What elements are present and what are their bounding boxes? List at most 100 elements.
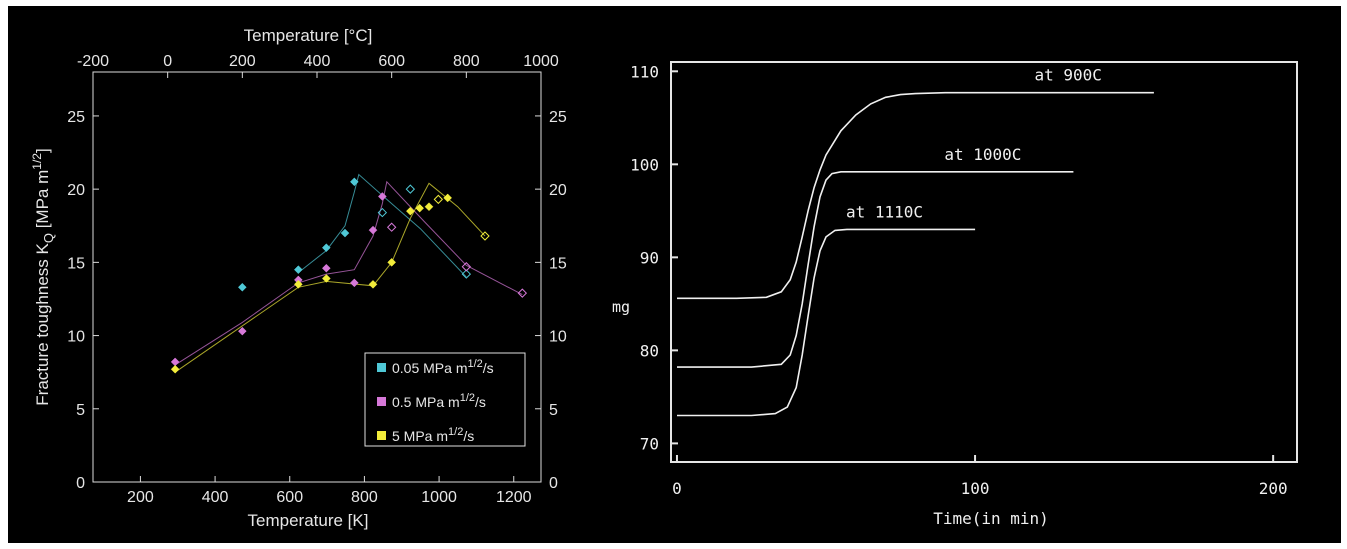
- point-0.5-MPa-m1-2-s-773K: [349, 278, 359, 288]
- curve-at-900C: [677, 91, 1154, 300]
- left-top-tick-label-0: 0: [163, 53, 172, 70]
- legend-swatch-0.5: [377, 397, 386, 406]
- left-bottom-tick-label-1000: 1000: [421, 489, 457, 506]
- point-0.05-MPa-m1-2-s-1073K: [461, 269, 472, 279]
- curve-at-1000C: [677, 171, 1074, 368]
- left-y-tick-label-10: 10: [67, 329, 85, 346]
- right-curves: at 900C at 1000C at 1110C: [677, 66, 1154, 417]
- left-top-tick-label-800: 800: [453, 53, 480, 70]
- point-0.5-MPa-m1-2-s-823K: [368, 225, 378, 235]
- left-y2-tick-label-20: 20: [549, 182, 567, 199]
- point-5-MPa-m1-2-s-698K: [321, 274, 331, 283]
- point-0.5-MPa-m1-2-s-873K: [386, 222, 397, 232]
- right-y-tick-label-70: 70: [640, 434, 659, 453]
- right-y-axis-label: mg: [612, 298, 630, 316]
- left-y2-tick-label-25: 25: [549, 109, 567, 126]
- curve-label-at-1110C: at 1110C: [846, 202, 923, 221]
- right-plot-frame: [670, 61, 1298, 463]
- left-top-tick-label-600: 600: [378, 53, 405, 70]
- left-bottom-tick-label-800: 800: [351, 489, 378, 506]
- left-y-tick-label-20: 20: [67, 182, 85, 199]
- point-0.05-MPa-m1-2-s-698K: [321, 243, 331, 253]
- ylabel-main: Fracture toughness K: [33, 242, 52, 405]
- point-0.05-MPa-m1-2-s-848K: [377, 207, 388, 218]
- figure-svg: 200 400 600 800 1000 1200-200 0 200 400 600 800 100…: [30, 26, 1298, 530]
- left-y-tick-label-15: 15: [67, 255, 85, 272]
- point-5-MPa-m1-2-s-293K: [170, 364, 180, 374]
- right-x-tick-label-0: 0: [672, 479, 682, 498]
- point-5-MPa-m1-2-s-823K: [368, 279, 378, 289]
- point-5-MPa-m1-2-s-923K: [405, 206, 415, 216]
- point-5-MPa-m1-2-s-1023K: [443, 193, 453, 203]
- left-top-tick-label-200: 200: [229, 53, 256, 70]
- legend-0.5-main: 0.5 MPa m: [392, 394, 460, 410]
- point-5-MPa-m1-2-s-948K: [415, 203, 425, 213]
- fit-line-0.5-MPa-m1-2-s: [174, 180, 523, 366]
- right-y-tick-label-90: 90: [640, 248, 659, 267]
- legend-5-main: 5 MPa m: [392, 428, 448, 444]
- left-y2-tick-label-15: 15: [549, 255, 567, 272]
- left-y-tick-label-25: 25: [67, 109, 85, 126]
- point-0.05-MPa-m1-2-s-773K: [349, 177, 359, 187]
- curve-label-at-1000C: at 1000C: [944, 145, 1021, 164]
- legend-0.5-tail: /s: [475, 394, 486, 410]
- ylabel-subscript: Q: [41, 233, 56, 243]
- left-y-tick-label-0: 0: [76, 475, 85, 492]
- left-y2-tick-label-5: 5: [549, 402, 558, 419]
- legend-0.05-main: 0.05 MPa m: [392, 360, 467, 376]
- left-data-points: [170, 177, 528, 374]
- left-top-tick-label-200: -200: [77, 53, 109, 70]
- ylabel-unit-open: [MPa m: [33, 170, 52, 233]
- left-top-tick-label-1000: 1000: [523, 53, 559, 70]
- point-0.5-MPa-m1-2-s-698K: [321, 263, 331, 273]
- legend-0.5-sup: 1/2: [460, 392, 475, 404]
- right-y-tick-label-110: 110: [630, 62, 659, 81]
- right-x-axis-label: Time(in min): [933, 509, 1049, 528]
- left-axes: 200 400 600 800 1000 1200-200 0 200 400 600 800 100…: [67, 53, 567, 506]
- fit-line-5-MPa-m1-2-s: [174, 182, 486, 373]
- legend-swatch-0.05: [377, 363, 386, 372]
- point-0.05-MPa-m1-2-s-923K: [405, 184, 416, 194]
- point-5-MPa-m1-2-s-998K: [433, 194, 444, 205]
- legend-0.05-tail: /s: [483, 360, 494, 376]
- point-5-MPa-m1-2-s-623K: [293, 279, 303, 289]
- left-bottom-tick-label-200: 200: [127, 489, 154, 506]
- point-0.5-MPa-m1-2-s-848K: [377, 192, 387, 201]
- point-5-MPa-m1-2-s-973K: [424, 202, 434, 212]
- point-0.05-MPa-m1-2-s-473K: [237, 282, 247, 292]
- left-legend: 0.05 MPa m1/2/s 0.5 MPa m1/2/s 5 MPa m1/…: [364, 352, 526, 447]
- fit-line-0.05-MPa-m1-2-s: [297, 173, 467, 278]
- right-x-tick-label-200: 200: [1259, 479, 1288, 498]
- point-0.5-MPa-m1-2-s-293K: [170, 357, 180, 367]
- point-5-MPa-m1-2-s-873K: [387, 258, 397, 267]
- left-top-axis-label: Temperature [°C]: [244, 26, 373, 45]
- legend-label-0.05: 0.05 MPa m1/2/s: [392, 358, 494, 376]
- left-bottom-tick-label-600: 600: [276, 489, 303, 506]
- left-y-tick-label-5: 5: [76, 402, 85, 419]
- point-0.05-MPa-m1-2-s-748K: [340, 228, 350, 238]
- ylabel-superscript: 1/2: [30, 153, 44, 170]
- point-5-MPa-m1-2-s-1123K: [480, 231, 490, 241]
- point-0.05-MPa-m1-2-s-623K: [293, 265, 303, 275]
- fracture-toughness-chart: 200 400 600 800 1000 1200-200 0 200 400 600 800 100…: [30, 26, 567, 530]
- legend-0.05-sup: 1/2: [467, 358, 482, 370]
- legend-box: [364, 352, 526, 447]
- legend-5-sup: 1/2: [448, 426, 463, 438]
- point-0.5-MPa-m1-2-s-473K: [237, 326, 247, 336]
- figure-panel: 200 400 600 800 1000 1200 -200 0 200 400 600 800 100…: [8, 6, 1341, 543]
- left-y2-tick-label-0: 0: [549, 475, 558, 492]
- curve-label-at-900C: at 900C: [1034, 66, 1101, 85]
- left-bottom-tick-label-1200: 1200: [496, 489, 532, 506]
- legend-swatch-5: [377, 431, 386, 440]
- point-0.5-MPa-m1-2-s-1073K: [461, 262, 472, 272]
- right-y-tick-label-100: 100: [630, 155, 659, 174]
- legend-label-5: 5 MPa m1/2/s: [392, 426, 474, 444]
- mass-gain-chart: 0 100 200 70 80 90 100 110 at 900C at 1000C at 11…: [612, 61, 1298, 528]
- legend-5-tail: /s: [463, 428, 474, 444]
- left-bottom-axis-label: Temperature [K]: [248, 511, 369, 530]
- right-y-tick-label-80: 80: [640, 341, 659, 360]
- right-x-tick-label-100: 100: [961, 479, 990, 498]
- ylabel-unit-close: ]: [33, 148, 52, 153]
- legend-label-0.5: 0.5 MPa m1/2/s: [392, 392, 486, 410]
- left-y-axis-label: Fracture toughness KQ [MPa m1/2]: [30, 148, 56, 405]
